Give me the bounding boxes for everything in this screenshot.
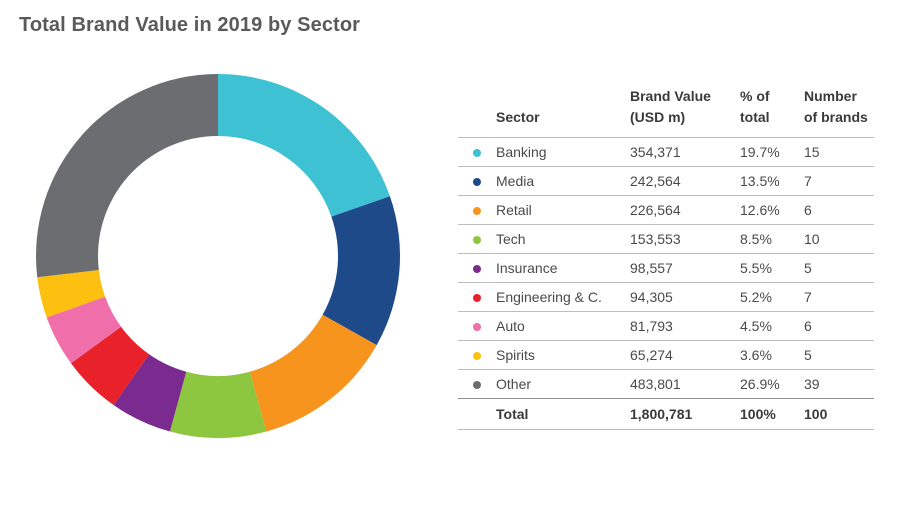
chart-title: Total Brand Value in 2019 by Sector bbox=[19, 14, 361, 36]
donut-slice-banking bbox=[218, 74, 390, 217]
legend-swatch-insurance bbox=[458, 253, 496, 283]
legend-swatch-banking bbox=[458, 137, 496, 167]
sector-name: Auto bbox=[496, 311, 630, 341]
donut-slice-tech bbox=[169, 371, 267, 438]
table-row-tech: Tech 153,553 8.5% 10 bbox=[458, 224, 874, 254]
sector-name: Media bbox=[496, 166, 630, 196]
legend-dot-icon bbox=[473, 207, 481, 216]
legend-swatch-retail bbox=[458, 195, 496, 225]
table-row-spirits: Spirits 65,274 3.6% 5 bbox=[458, 340, 874, 370]
brand-count: 6 bbox=[804, 311, 874, 341]
donut-slice-auto bbox=[46, 296, 122, 364]
table-header-row: Sector Brand Value (USD m) % of total Nu… bbox=[458, 86, 874, 138]
donut-chart bbox=[36, 74, 400, 438]
percent-of-total: 5.2% bbox=[740, 282, 804, 312]
percent-of-total: 13.5% bbox=[740, 166, 804, 196]
header-count-line2: of brands bbox=[804, 109, 868, 125]
header-percent-line2: total bbox=[740, 109, 770, 125]
table-row-media: Media 242,564 13.5% 7 bbox=[458, 166, 874, 196]
header-percent-line1: % of bbox=[740, 88, 770, 104]
legend-dot-icon bbox=[473, 323, 481, 332]
sector-table: Sector Brand Value (USD m) % of total Nu… bbox=[458, 86, 874, 430]
total-percent: 100% bbox=[740, 398, 804, 430]
percent-of-total: 12.6% bbox=[740, 195, 804, 225]
percent-of-total: 19.7% bbox=[740, 137, 804, 167]
brand-count: 6 bbox=[804, 195, 874, 225]
donut-slice-retail bbox=[249, 314, 377, 432]
brand-count: 7 bbox=[804, 166, 874, 196]
sector-name: Retail bbox=[496, 195, 630, 225]
total-label: Total bbox=[496, 398, 630, 430]
legend-dot-icon bbox=[473, 236, 481, 245]
legend-dot-icon bbox=[473, 352, 481, 361]
sector-name: Banking bbox=[496, 137, 630, 167]
header-count-line1: Number bbox=[804, 88, 857, 104]
header-brand-value-line1: Brand Value bbox=[630, 88, 711, 104]
legend-swatch-spirits bbox=[458, 340, 496, 370]
brand-value: 483,801 bbox=[630, 369, 740, 399]
brand-value: 242,564 bbox=[630, 166, 740, 196]
percent-of-total: 4.5% bbox=[740, 311, 804, 341]
donut-slice-spirits bbox=[37, 270, 106, 318]
header-swatch-column bbox=[458, 86, 496, 138]
donut-slice-engineering-c bbox=[70, 326, 150, 406]
legend-dot-icon bbox=[473, 381, 481, 390]
total-brand-count: 100 bbox=[804, 398, 874, 430]
sector-name: Tech bbox=[496, 224, 630, 254]
brand-count: 7 bbox=[804, 282, 874, 312]
brand-value: 65,274 bbox=[630, 340, 740, 370]
legend-dot-icon bbox=[473, 265, 481, 274]
legend-swatch-tech bbox=[458, 224, 496, 254]
header-sector: Sector bbox=[496, 86, 630, 138]
header-percent-of-total: % of total bbox=[740, 86, 804, 138]
legend-swatch-auto bbox=[458, 311, 496, 341]
brand-count: 5 bbox=[804, 340, 874, 370]
brand-count: 15 bbox=[804, 137, 874, 167]
total-swatch-cell bbox=[458, 398, 496, 430]
percent-of-total: 8.5% bbox=[740, 224, 804, 254]
sector-name: Engineering & C. bbox=[496, 282, 630, 312]
legend-dot-icon bbox=[473, 178, 481, 187]
brand-value: 98,557 bbox=[630, 253, 740, 283]
table-row-banking: Banking 354,371 19.7% 15 bbox=[458, 137, 874, 167]
table-total-row: Total 1,800,781 100% 100 bbox=[458, 398, 874, 430]
brand-count: 10 bbox=[804, 224, 874, 254]
table-row-auto: Auto 81,793 4.5% 6 bbox=[458, 311, 874, 341]
brand-value: 81,793 bbox=[630, 311, 740, 341]
percent-of-total: 26.9% bbox=[740, 369, 804, 399]
brand-value: 354,371 bbox=[630, 137, 740, 167]
legend-dot-icon bbox=[473, 149, 481, 158]
brand-value: 226,564 bbox=[630, 195, 740, 225]
header-brand-value: Brand Value (USD m) bbox=[630, 86, 740, 138]
legend-dot-icon bbox=[473, 294, 481, 303]
sector-name: Spirits bbox=[496, 340, 630, 370]
table-row-insurance: Insurance 98,557 5.5% 5 bbox=[458, 253, 874, 283]
percent-of-total: 5.5% bbox=[740, 253, 804, 283]
legend-swatch-other bbox=[458, 369, 496, 399]
donut-slice-other bbox=[36, 74, 218, 278]
total-brand-value: 1,800,781 bbox=[630, 398, 740, 430]
legend-swatch-media bbox=[458, 166, 496, 196]
sector-name: Other bbox=[496, 369, 630, 399]
brand-count: 5 bbox=[804, 253, 874, 283]
donut-slice-insurance bbox=[113, 354, 187, 432]
brand-value: 153,553 bbox=[630, 224, 740, 254]
brand-count: 39 bbox=[804, 369, 874, 399]
percent-of-total: 3.6% bbox=[740, 340, 804, 370]
table-row-retail: Retail 226,564 12.6% 6 bbox=[458, 195, 874, 225]
header-brand-value-line2: (USD m) bbox=[630, 109, 686, 125]
sector-name: Insurance bbox=[496, 253, 630, 283]
table-row-other: Other 483,801 26.9% 39 bbox=[458, 369, 874, 399]
donut-slice-media bbox=[322, 196, 400, 346]
table-row-engineering-c: Engineering & C. 94,305 5.2% 7 bbox=[458, 282, 874, 312]
header-number-of-brands: Number of brands bbox=[804, 86, 874, 138]
legend-swatch-engineering-c bbox=[458, 282, 496, 312]
brand-value: 94,305 bbox=[630, 282, 740, 312]
